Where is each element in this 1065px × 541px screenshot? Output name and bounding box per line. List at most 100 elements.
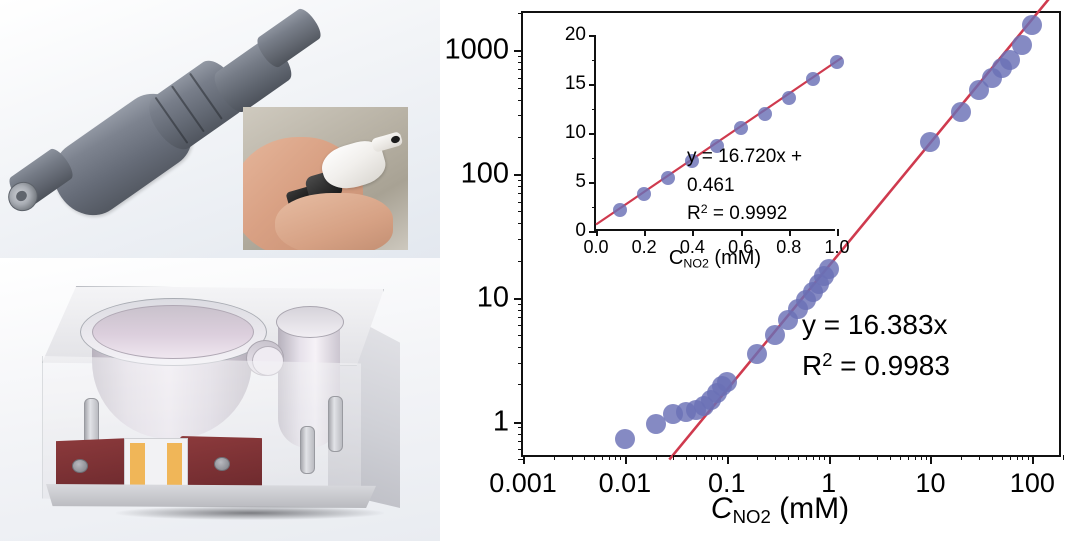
inset-x-tick-label: 0.2: [631, 237, 657, 257]
main-y-tick-minor: [518, 449, 523, 451]
inset-r-squared-symbol: R: [687, 203, 701, 225]
main-y-tick-minor: [518, 115, 523, 116]
main-plot-frame: 1 10 100 1000 0.001 0.01 0.1 1 10 100 0 5 10 15 20 0…: [444, 0, 1064, 498]
main-x-tick-minor: [696, 455, 698, 460]
main-y-tick-minor: [518, 69, 523, 71]
main-data-point: [999, 49, 1020, 70]
drop-shadow: [116, 506, 384, 520]
main-data-point: [920, 132, 941, 153]
inset-r-squared-value: = 0.9992: [712, 203, 788, 225]
alignment-pin-right: [328, 396, 343, 452]
inset-equation-annotation: y = 16.720x + 0.461 R2 = 0.9992: [687, 143, 849, 229]
inset-fit-equation: y = 16.720x + 0.461: [687, 146, 803, 196]
main-y-tick-minor: [518, 362, 523, 364]
main-y-tick-minor: [518, 325, 523, 327]
inset-y-tick-label: 5: [575, 171, 586, 192]
main-x-tick-minor: [788, 455, 790, 460]
main-x-tick-minor: [991, 455, 993, 460]
main-y-tick-minor: [518, 335, 523, 337]
inset-y-tick-label: 0: [575, 220, 586, 241]
main-x-tick-minor: [704, 455, 706, 460]
main-y-tick-minor: [518, 87, 523, 89]
inset-x-tick-major: [788, 229, 791, 236]
main-r-squared-value: = 0.9983: [840, 349, 950, 381]
main-y-tick-label: 1000: [444, 33, 509, 66]
probe-render-panel: [0, 0, 440, 258]
housing-block-assembly: [28, 278, 418, 528]
inset-y-tick-major: [589, 133, 596, 135]
main-data-point: [1012, 35, 1033, 56]
main-x-tick-minor: [1001, 455, 1003, 460]
main-x-tick-label: 10: [915, 468, 946, 498]
main-x-tick-minor: [961, 455, 963, 460]
main-x-tick-minor: [775, 455, 777, 460]
main-y-tick-minor: [518, 309, 523, 311]
main-x-tick-minor: [812, 455, 814, 460]
main-x-tick-minor: [584, 455, 586, 460]
main-x-tick-label: 1: [821, 468, 837, 498]
inset-y-tick-major: [589, 35, 596, 37]
main-y-tick-major: [514, 174, 523, 177]
main-x-tick-major: [624, 455, 627, 464]
main-x-tick-label: 100: [1009, 468, 1055, 498]
main-y-tick-minor: [518, 99, 523, 101]
main-y-tick-minor: [518, 186, 523, 188]
main-data-point: [951, 101, 972, 122]
inset-y-tick-label: 15: [564, 73, 586, 94]
main-y-tick-minor: [518, 55, 523, 57]
main-x-tick-minor: [1063, 455, 1064, 460]
main-x-tick-minor: [655, 455, 657, 460]
mounting-screw-left: [72, 459, 88, 473]
inset-r-squared-exponent: 2: [700, 202, 708, 216]
inset-data-point: [830, 55, 844, 70]
main-y-tick-minor: [518, 347, 523, 349]
inset-y-tick-label: 10: [564, 122, 586, 143]
main-y-tick-minor: [518, 136, 523, 138]
inset-x-tick-major: [692, 229, 695, 236]
inset-y-tick-minor: [592, 206, 596, 208]
main-bore-inner-rim: [92, 305, 254, 359]
main-x-tick-major: [523, 455, 525, 464]
main-x-tick-minor: [673, 455, 675, 460]
inset-data-point: [613, 203, 628, 218]
inset-y-tick-major: [589, 231, 596, 233]
main-y-tick-minor: [518, 211, 523, 213]
main-data-point: [818, 259, 839, 280]
main-x-tick-minor: [757, 455, 759, 460]
main-x-axis-title: CNO2 (mM): [711, 492, 849, 528]
main-x-tick-minor: [1016, 455, 1018, 460]
main-x-tick-major: [930, 455, 933, 464]
main-x-tick-minor: [1027, 455, 1029, 460]
hand-finger: [275, 193, 393, 250]
main-x-tick-minor: [571, 455, 573, 460]
main-x-tick-major: [828, 455, 831, 464]
main-data-point: [765, 325, 786, 346]
sensor-chip: [124, 438, 188, 490]
inset-x-axis-title: CNO2 (mM): [669, 247, 761, 270]
main-data-point: [1022, 14, 1043, 35]
inset-x-tick-label: 1.0: [824, 237, 850, 257]
inset-data-point: [781, 90, 796, 105]
main-x-tick-minor: [716, 455, 718, 460]
main-y-tick-minor: [518, 193, 523, 195]
main-y-tick-minor: [518, 179, 523, 181]
main-x-tick-label: 0.001: [489, 468, 557, 498]
electrode-right: [167, 443, 182, 485]
inset-x-tick-major: [596, 229, 598, 236]
main-x-tick-minor: [553, 455, 555, 460]
mounting-screw-right: [214, 457, 230, 471]
main-y-tick-minor: [518, 201, 523, 203]
main-x-tick-minor: [797, 455, 799, 460]
main-y-tick-major: [514, 421, 523, 424]
main-x-tick-minor: [722, 455, 724, 460]
inset-data-point: [685, 154, 700, 169]
inset-plot: 0 5 10 15 20 0.0 0.2 0.4 0.6 0.8 1.0 CNO2 (mM) y …: [559, 24, 850, 270]
probe-photo-inset: [243, 107, 408, 250]
main-x-tick-minor: [889, 455, 891, 460]
main-x-axis-title-unit: (mM): [770, 492, 850, 525]
main-x-tick-minor: [907, 455, 909, 460]
main-y-tick-minor: [518, 223, 523, 225]
base-plate: [46, 484, 376, 508]
main-y-tick-minor: [518, 62, 523, 64]
inset-y-tick-minor: [592, 157, 596, 159]
